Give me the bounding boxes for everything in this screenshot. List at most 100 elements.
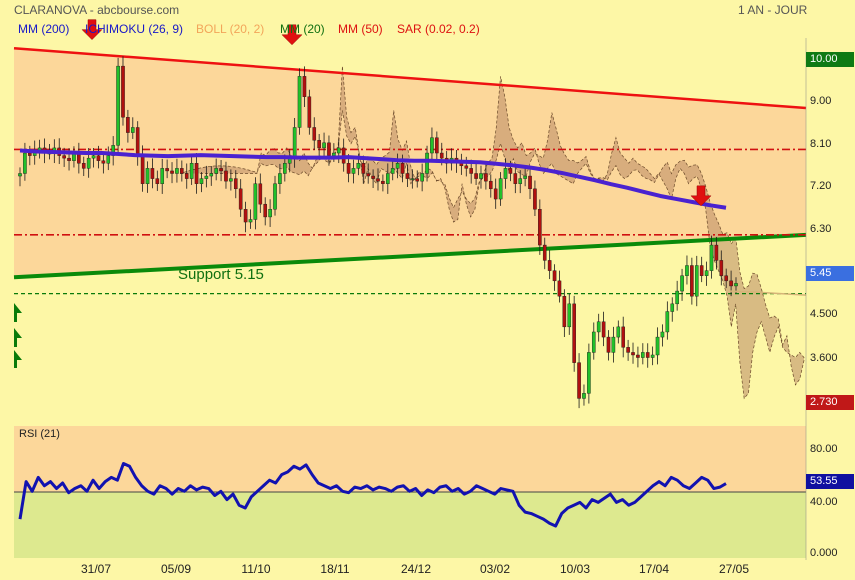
candle (493, 178, 498, 209)
indicator-mm20: MM (20) (280, 22, 325, 36)
candle (636, 346, 640, 368)
candle-body (278, 173, 282, 184)
candle-body (493, 188, 498, 200)
candle-body (694, 265, 699, 297)
candle (430, 127, 434, 163)
candle-body (680, 275, 684, 292)
candle-body (518, 178, 523, 184)
candle-body (121, 65, 125, 118)
candle (243, 201, 248, 233)
candle-body (577, 362, 581, 399)
candle-body (542, 244, 547, 261)
candle (479, 165, 483, 189)
candle-body (243, 209, 248, 223)
candle-body (626, 347, 630, 353)
candle-body (474, 173, 478, 179)
candle (484, 163, 488, 190)
y-tick-label: 3.600 (810, 352, 838, 364)
candle-body (273, 183, 277, 210)
candle-body (376, 178, 380, 182)
candle-body (233, 178, 238, 190)
candle-body (464, 165, 469, 169)
candle-body (528, 175, 532, 190)
candle (538, 199, 542, 255)
candle-body (606, 336, 611, 353)
candle-body (23, 152, 27, 174)
support-trendline (13, 232, 807, 280)
candle-body (596, 321, 601, 333)
candle (631, 342, 635, 364)
candle-body (430, 137, 434, 154)
candle (130, 117, 135, 139)
candle-body (469, 168, 473, 174)
candle (381, 174, 385, 192)
candle (351, 159, 356, 184)
candle-body (214, 168, 218, 174)
candle (645, 343, 650, 368)
candle-body (194, 163, 199, 184)
candle (204, 165, 209, 188)
y-tick-label: 9.00 (810, 95, 832, 107)
candle-body (106, 155, 111, 164)
candle-body (547, 260, 552, 271)
candle (199, 172, 204, 193)
candle-body (312, 127, 317, 141)
candle-body (523, 175, 527, 179)
candle (121, 56, 125, 126)
candle (175, 158, 179, 183)
candle-body (140, 155, 145, 184)
candle (425, 145, 429, 182)
moving-average (19, 148, 807, 296)
candle-body (366, 173, 370, 177)
candle-body (189, 163, 194, 179)
candle (224, 161, 228, 189)
candle-body (479, 173, 483, 179)
x-tick-label: 18/11 (320, 562, 350, 576)
candle (395, 153, 400, 179)
candle (680, 268, 684, 301)
candle (582, 384, 586, 406)
candle (263, 197, 268, 226)
candle (577, 353, 581, 409)
candle-body (150, 168, 155, 179)
rsi-title: RSI (21) (19, 428, 60, 440)
candle-body (268, 209, 272, 218)
candle-body (199, 178, 204, 184)
candle-body (562, 295, 567, 328)
candle (302, 66, 307, 108)
candle-body (685, 265, 689, 276)
candle-body (621, 326, 626, 348)
candle (690, 257, 694, 305)
candle-body (415, 178, 420, 182)
candle-body (631, 352, 635, 356)
candle-body (361, 163, 366, 174)
indicator-mm50: MM (50) (338, 22, 383, 36)
candle-body (145, 168, 150, 184)
candle-body (405, 173, 410, 179)
candle (209, 166, 214, 186)
candle-body (332, 152, 336, 156)
candle-body (116, 65, 120, 146)
x-tick-label: 31/07 (80, 562, 112, 576)
candle-body (636, 354, 640, 358)
sell-arrow-icon (690, 185, 712, 207)
candle (170, 162, 174, 184)
candle (611, 326, 616, 363)
candle-body (248, 219, 253, 223)
candle (719, 250, 724, 286)
candle-body (130, 127, 135, 133)
candle-body (665, 311, 670, 333)
chart-period: 1 AN - JOUR (738, 3, 808, 17)
candle (709, 235, 714, 279)
support-label: Support 5.15 (178, 266, 264, 283)
candle-body (356, 163, 361, 169)
candle-body (371, 175, 375, 179)
candle (660, 324, 665, 347)
candle-body (307, 96, 312, 128)
candle-body (18, 173, 22, 177)
candle-body (258, 183, 263, 205)
candles (18, 56, 738, 409)
candle-body (670, 303, 675, 312)
candle (229, 169, 233, 191)
candle (214, 158, 218, 181)
